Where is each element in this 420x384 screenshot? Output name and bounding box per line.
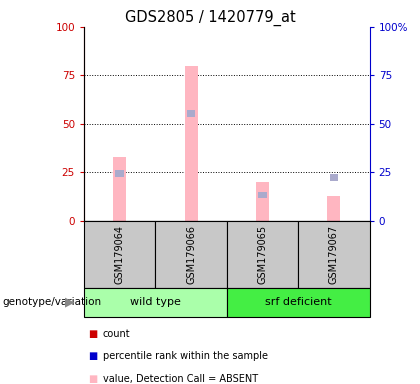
Bar	[256, 182, 269, 221]
Text: ■: ■	[88, 329, 97, 339]
Text: ■: ■	[88, 374, 97, 384]
Text: GSM179065: GSM179065	[257, 225, 268, 284]
Text: percentile rank within the sample: percentile rank within the sample	[103, 351, 268, 361]
Bar	[227, 221, 298, 288]
Text: GSM179064: GSM179064	[115, 225, 125, 284]
Bar	[113, 157, 126, 221]
Bar	[185, 66, 197, 221]
Bar	[84, 288, 227, 317]
Text: GDS2805 / 1420779_at: GDS2805 / 1420779_at	[125, 10, 295, 26]
Text: genotype/variation: genotype/variation	[2, 297, 101, 308]
Text: GSM179066: GSM179066	[186, 225, 196, 284]
Bar	[328, 195, 340, 221]
Text: wild type: wild type	[130, 297, 181, 308]
Bar	[258, 192, 267, 199]
Text: count: count	[103, 329, 131, 339]
Text: ▶: ▶	[65, 296, 75, 309]
Text: srf deficient: srf deficient	[265, 297, 331, 308]
Bar	[155, 221, 227, 288]
Bar	[298, 221, 370, 288]
Bar	[330, 174, 338, 181]
Bar	[116, 170, 124, 177]
Bar	[227, 288, 370, 317]
Text: value, Detection Call = ABSENT: value, Detection Call = ABSENT	[103, 374, 258, 384]
Text: GSM179067: GSM179067	[329, 225, 339, 284]
Text: ■: ■	[88, 351, 97, 361]
Bar	[84, 221, 155, 288]
Bar	[187, 110, 195, 117]
